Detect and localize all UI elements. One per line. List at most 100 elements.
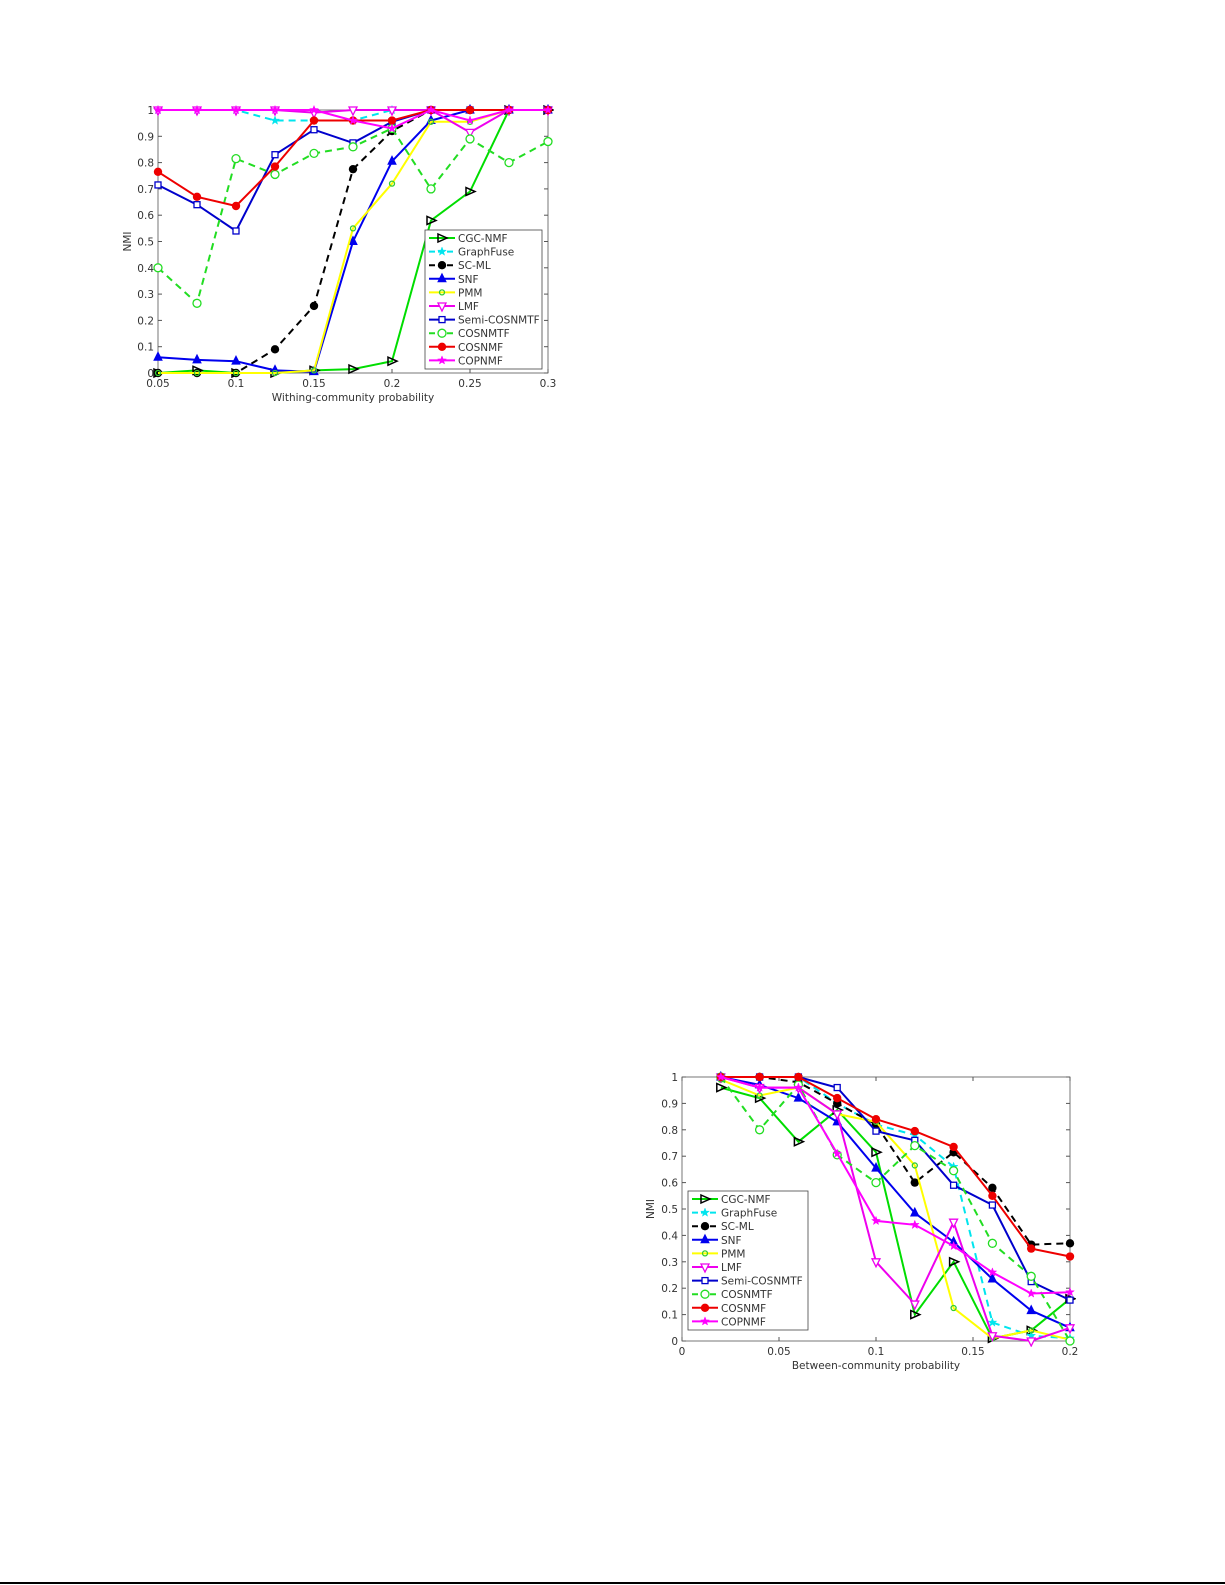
data-point-CGC-NMF bbox=[910, 1309, 922, 1320]
data-point-COSNMF bbox=[871, 1115, 881, 1124]
data-point-SNF bbox=[192, 353, 202, 364]
legend-swatch-marker bbox=[699, 1263, 711, 1274]
legend-entry: Semi-COSNMTF bbox=[458, 315, 540, 327]
data-point-COSNMTF bbox=[348, 142, 358, 152]
data-point-COSNMTF bbox=[871, 1177, 881, 1188]
y-tick-label: 1 bbox=[671, 1072, 678, 1084]
data-point-COSNMTF bbox=[1065, 1336, 1075, 1346]
data-point-SNF bbox=[987, 1272, 998, 1283]
legend-entry: PMM bbox=[721, 1248, 745, 1260]
data-point-COSNMTF bbox=[309, 148, 319, 159]
legend-swatch-marker bbox=[699, 1316, 711, 1326]
data-point-COSNMTF bbox=[192, 298, 202, 308]
data-point-LMF bbox=[948, 1218, 959, 1229]
data-point-CGC-NMF bbox=[871, 1147, 883, 1158]
legend-entry: SNF bbox=[721, 1235, 742, 1247]
data-point-COPNMF bbox=[464, 115, 476, 125]
data-point-Semi-COSNMTF bbox=[193, 201, 201, 209]
legend-swatch-marker bbox=[436, 302, 448, 313]
legend-swatch-marker bbox=[436, 246, 448, 256]
y-axis-label: NMI bbox=[645, 1199, 657, 1219]
data-point-PMM bbox=[427, 118, 435, 125]
series-line-COPNMF bbox=[720, 1076, 1071, 1295]
legend-swatch-marker bbox=[437, 272, 447, 283]
data-point-SNF bbox=[1026, 1304, 1037, 1315]
y-tick-label: 0.4 bbox=[137, 263, 154, 275]
x-tick-label: 0.2 bbox=[1062, 1346, 1079, 1358]
data-point-COPNMF bbox=[425, 104, 437, 115]
x-tick-label: 0 bbox=[679, 1346, 686, 1358]
data-point-SNF bbox=[231, 355, 241, 365]
legend-entry: SC-ML bbox=[721, 1221, 754, 1233]
y-tick-label: 0.1 bbox=[661, 1310, 678, 1322]
data-point-COSNMF bbox=[387, 116, 397, 125]
data-point-COPNMF bbox=[308, 104, 320, 115]
data-point-COSNMTF bbox=[231, 154, 241, 164]
data-point-COSNMF bbox=[1027, 1244, 1036, 1253]
data-point-COSNMTF bbox=[754, 1125, 765, 1135]
y-tick-label: 0 bbox=[671, 1336, 678, 1348]
y-tick-label: 0.4 bbox=[661, 1230, 678, 1242]
data-point-Semi-COSNMTF bbox=[310, 126, 318, 134]
x-tick-label: 0.2 bbox=[384, 378, 401, 390]
legend-entry: LMF bbox=[458, 301, 479, 313]
legend-swatch-marker bbox=[699, 1207, 711, 1217]
data-point-COSNMTF bbox=[270, 169, 280, 180]
data-point-GraphFuse bbox=[987, 1317, 998, 1327]
data-point-LMF bbox=[347, 106, 359, 117]
legend-swatch-marker bbox=[700, 1233, 710, 1244]
data-point-COPNMF bbox=[191, 104, 203, 115]
data-point-SC-ML bbox=[348, 164, 358, 174]
data-point-COPNMF bbox=[542, 104, 554, 115]
legend-entry: CGC-NMF bbox=[721, 1194, 771, 1206]
data-point-LMF bbox=[1064, 1324, 1076, 1335]
data-point-GraphFuse bbox=[269, 115, 281, 125]
data-point-Semi-COSNMTF bbox=[232, 227, 240, 235]
y-tick-label: 0.8 bbox=[137, 158, 154, 170]
data-point-COPNMF bbox=[948, 1240, 959, 1251]
data-point-SNF bbox=[793, 1092, 804, 1102]
y-tick-label: 0.2 bbox=[661, 1283, 678, 1295]
data-point-LMF bbox=[386, 106, 398, 117]
y-tick-label: 0.5 bbox=[137, 237, 154, 249]
data-point-COSNMTF bbox=[153, 263, 163, 273]
x-tick-label: 0.25 bbox=[458, 378, 481, 390]
data-point-COPNMF bbox=[870, 1215, 882, 1226]
data-point-COPNMF bbox=[754, 1082, 765, 1092]
data-point-CGC-NMF bbox=[948, 1256, 961, 1267]
data-point-COSNMF bbox=[309, 116, 319, 125]
legend-entry: Semi-COSNMTF bbox=[721, 1276, 803, 1288]
legend-entry: LMF bbox=[721, 1262, 742, 1274]
data-point-PMM bbox=[911, 1162, 918, 1169]
y-tick-label: 0.6 bbox=[137, 210, 154, 222]
data-point-COSNMF bbox=[270, 162, 280, 171]
x-tick-label: 0.15 bbox=[302, 378, 325, 390]
data-point-COSNMF bbox=[910, 1126, 919, 1136]
y-tick-label: 0.1 bbox=[137, 342, 154, 354]
y-tick-label: 0.3 bbox=[661, 1257, 678, 1269]
x-axis-label: Between-community probability bbox=[792, 1360, 960, 1372]
y-tick-label: 0.7 bbox=[137, 184, 154, 196]
legend-entry: COPNMF bbox=[721, 1316, 766, 1328]
legend-entry: GraphFuse bbox=[721, 1208, 777, 1220]
data-point-COSNMTF bbox=[948, 1166, 959, 1176]
data-point-COPNMF bbox=[832, 1148, 843, 1158]
data-point-COPNMF bbox=[230, 104, 242, 115]
data-point-PMM bbox=[1028, 1327, 1035, 1334]
legend-entry: GraphFuse bbox=[458, 247, 514, 259]
legend-entry: COSNMF bbox=[458, 342, 503, 354]
data-point-COSNMF bbox=[755, 1072, 764, 1082]
x-tick-label: 0.15 bbox=[961, 1346, 984, 1358]
data-point-CGC-NMF bbox=[348, 363, 360, 375]
data-point-COSNMTF bbox=[910, 1140, 920, 1151]
y-tick-label: 0.9 bbox=[661, 1098, 678, 1110]
data-point-LMF bbox=[464, 128, 476, 139]
data-point-COPNMF bbox=[1026, 1288, 1037, 1298]
data-point-COPNMF bbox=[152, 104, 164, 115]
data-point-Semi-COSNMTF bbox=[872, 1127, 880, 1135]
y-tick-label: 0.9 bbox=[137, 131, 154, 143]
legend-swatch-marker bbox=[700, 1193, 712, 1205]
legend-entry: PMM bbox=[458, 287, 482, 299]
